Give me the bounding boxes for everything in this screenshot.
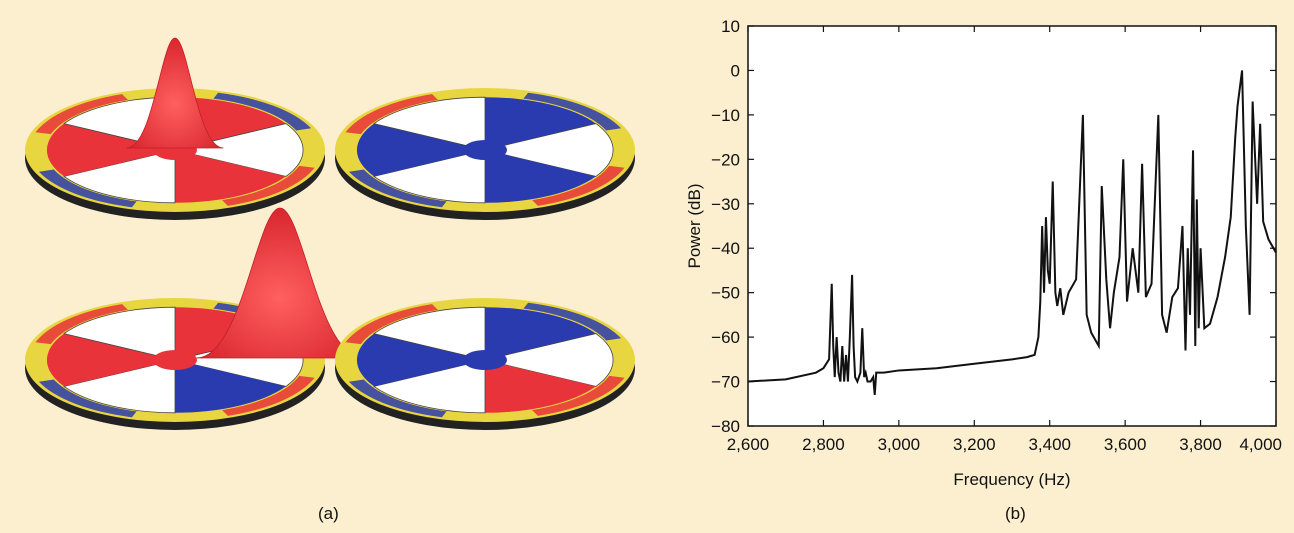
wheel-opening	[373, 306, 486, 361]
y-axis: 10 0 −10 −20 −30 −40 −50 −60 −70 −80	[711, 18, 1276, 436]
wheel-ring-patch	[222, 165, 315, 206]
y-tick-label: −60	[711, 328, 740, 347]
x-tick-label: 2,600	[727, 435, 770, 454]
wheel-opening	[373, 149, 486, 204]
x-tick-label: 3,800	[1179, 435, 1222, 454]
y-tick-label: −40	[711, 239, 740, 258]
wheel-ring-patch	[222, 375, 315, 416]
wheel-mode-shapes	[25, 37, 635, 430]
wheel-ring-patch	[213, 92, 312, 131]
wheel-sector	[175, 150, 286, 203]
y-tick-label: −70	[711, 373, 740, 392]
wheel-bottom-left	[25, 207, 364, 430]
wheel-opening	[373, 359, 486, 414]
y-tick-label: −10	[711, 106, 740, 125]
panel-label-a: (a)	[318, 504, 339, 523]
wheel-displacement-peak	[196, 207, 364, 359]
wheel-sector	[46, 333, 175, 387]
y-tick-label: −30	[711, 195, 740, 214]
panel-label-b: (b)	[1005, 504, 1026, 523]
wheel-ring-patch	[38, 379, 137, 418]
wheel-hub	[153, 350, 197, 370]
x-axis: 2,600 2,800 3,000 3,200 3,400 3,600 3,800 4,000	[727, 26, 1282, 454]
wheel-ring-patch	[35, 304, 128, 345]
x-tick-label: 3,400	[1028, 435, 1071, 454]
wheel-top-right	[335, 88, 635, 220]
wheel-ring-patch	[38, 169, 137, 208]
wheel-sector	[485, 97, 596, 150]
wheel-sector	[356, 123, 485, 177]
wheel-ring-patch	[348, 379, 447, 418]
wheel-sector	[485, 307, 596, 360]
wheel-hub	[463, 140, 507, 160]
wheel-top-left	[25, 37, 325, 220]
wheel-sector	[485, 360, 596, 413]
wheel-opening	[373, 96, 486, 151]
y-axis-label: Power (dB)	[685, 183, 704, 268]
wheel-sector	[356, 333, 485, 387]
y-tick-label: 0	[731, 61, 740, 80]
y-tick-label: 10	[721, 18, 740, 36]
wheel-ring-patch	[345, 94, 438, 135]
y-tick-label: −50	[711, 284, 740, 303]
wheel-bottom-right	[335, 298, 635, 430]
wheel-opening	[63, 359, 176, 414]
wheel-ring-patch	[35, 94, 128, 135]
wheel-ring-patch	[523, 92, 622, 131]
wheel-ring-patch	[345, 304, 438, 345]
wheel-sector	[175, 360, 286, 413]
y-tick-label: −20	[711, 150, 740, 169]
wheel-ring-patch	[348, 169, 447, 208]
wheel-opening	[484, 123, 614, 177]
x-tick-label: 3,600	[1104, 435, 1147, 454]
power-series-line	[747, 70, 1277, 395]
y-tick-label: −80	[711, 417, 740, 436]
wheel-opening	[484, 333, 614, 387]
wheel-ring-patch	[523, 302, 622, 341]
x-tick-label: 4,000	[1239, 435, 1282, 454]
wheel-ring-patch	[532, 165, 625, 206]
wheel-sector	[485, 150, 596, 203]
wheel-sector	[46, 123, 175, 177]
x-axis-label: Frequency (Hz)	[953, 470, 1070, 489]
x-tick-label: 2,800	[802, 435, 845, 454]
x-tick-label: 3,000	[878, 435, 921, 454]
wheel-opening	[174, 123, 304, 177]
wheel-displacement-peak	[126, 37, 224, 149]
wheel-opening	[63, 149, 176, 204]
x-tick-label: 3,200	[953, 435, 996, 454]
wheel-hub	[463, 350, 507, 370]
power-spectrum-chart: 10 0 −10 −20 −30 −40 −50 −60 −70 −80 2,600 2,800 3,…	[685, 18, 1282, 489]
wheel-opening	[63, 306, 176, 361]
wheel-ring-patch	[532, 375, 625, 416]
